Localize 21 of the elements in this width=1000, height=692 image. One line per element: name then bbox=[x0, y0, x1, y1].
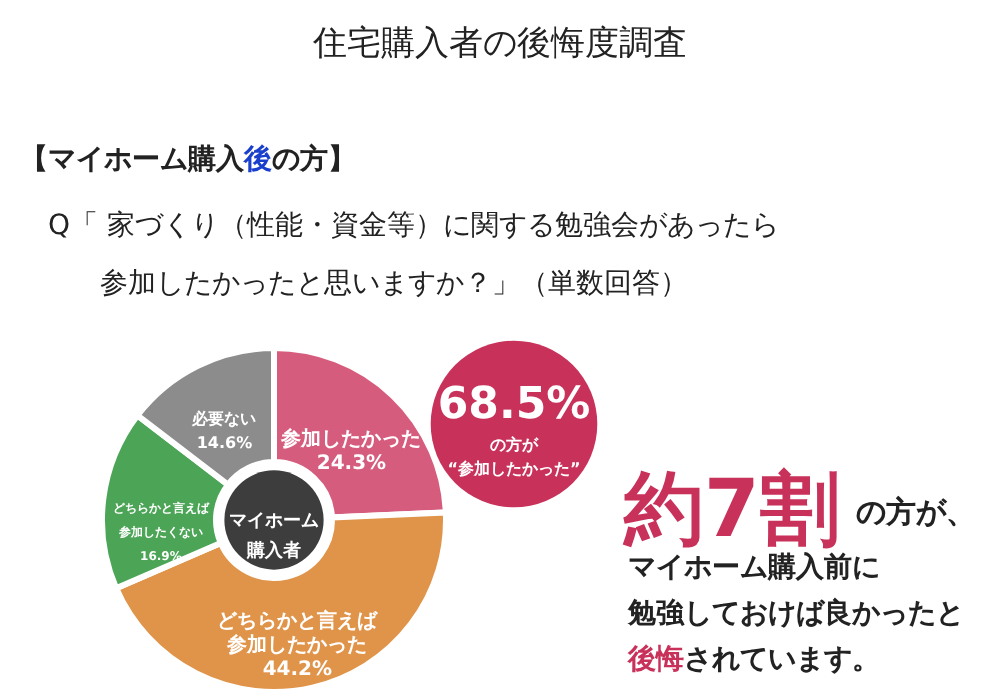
data-label: 44.2% bbox=[262, 659, 333, 682]
chart-title: 住宅購入者の後悔度調査 bbox=[311, 24, 687, 64]
text: の方が、 bbox=[856, 494, 976, 530]
text: マイホーム購入前に bbox=[628, 552, 880, 584]
text: の方が bbox=[490, 434, 540, 454]
text: Q「 家づくり（性能・資金等）に関する勉強会があったら bbox=[48, 210, 779, 242]
text: 参加したかったと思いますか？」（単数回答） bbox=[100, 268, 688, 300]
data-label: 24.3% bbox=[316, 453, 387, 476]
text: 後悔 bbox=[626, 644, 684, 676]
slice-label: 参加したかった bbox=[279, 427, 422, 452]
text: の方】 bbox=[272, 142, 356, 176]
text: 【マイホーム購入 bbox=[20, 144, 246, 176]
text: 後 bbox=[242, 144, 272, 176]
data-label: 14.6% bbox=[196, 433, 253, 452]
text: 68.5% bbox=[437, 380, 591, 430]
text: 勉強しておけば良かったと bbox=[626, 596, 964, 630]
text: マイホーム購入者 bbox=[229, 512, 319, 562]
slice-label: 必要ない bbox=[190, 409, 257, 428]
slice-label: どちらかと言えば参加したかった bbox=[217, 609, 380, 658]
text: “参加したかった” bbox=[447, 460, 581, 478]
text: されています。 bbox=[684, 644, 880, 676]
